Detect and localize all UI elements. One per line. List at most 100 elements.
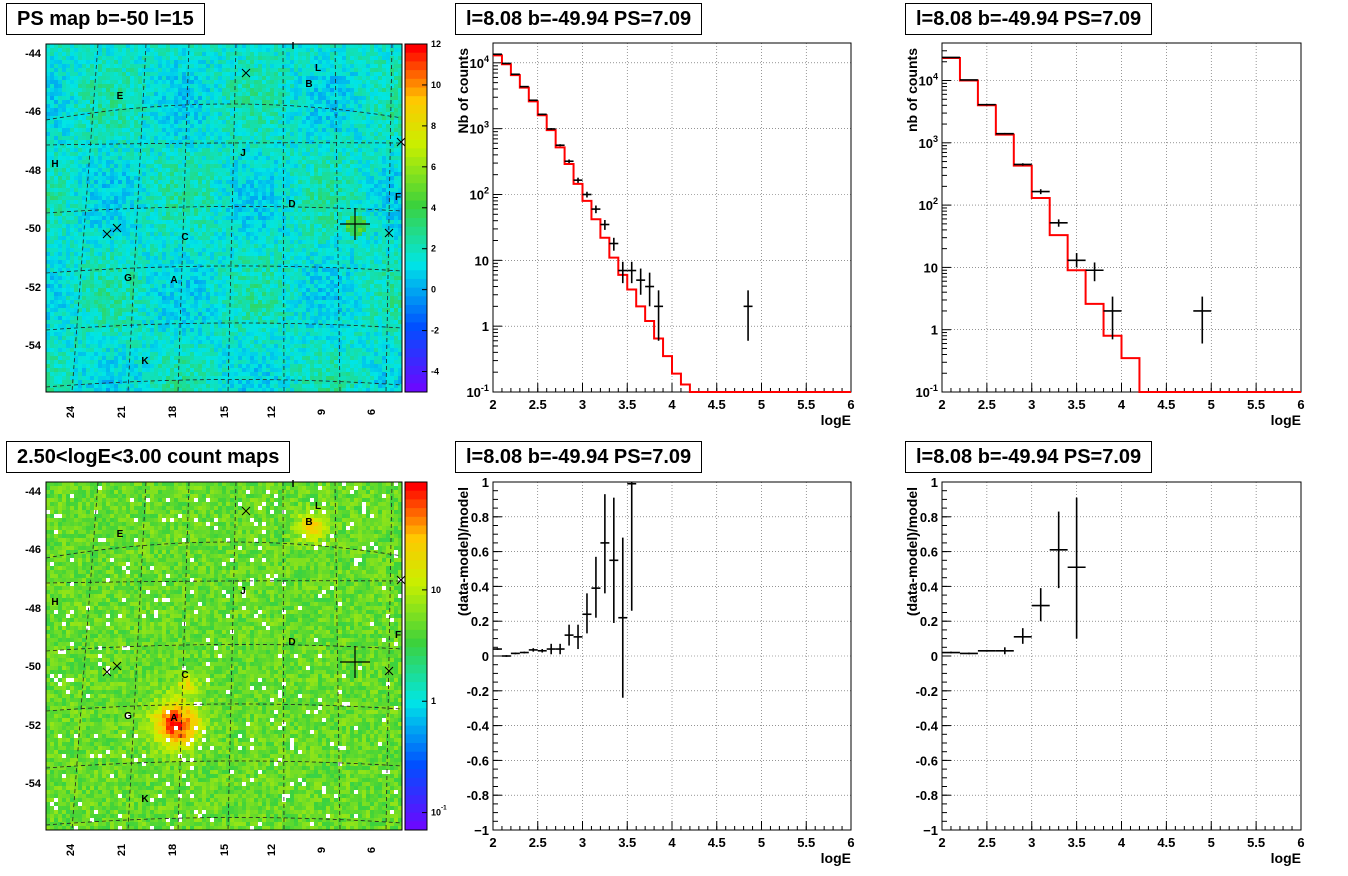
ps_map-colorbar-step: [405, 183, 427, 193]
res1-ytick-label: 1: [482, 475, 489, 490]
ps_map-x-marker: [112, 223, 122, 233]
spec2-data-point: [995, 132, 1014, 135]
ps_map-source-J: J: [240, 148, 246, 159]
spec2-ylabel: nb of counts: [904, 48, 920, 132]
residual-2-title: l=8.08 b=-49.94 PS=7.09: [905, 441, 1153, 473]
ps_map-colorbar-step: [405, 44, 427, 54]
res2-ytick-label: 0: [931, 649, 938, 664]
count_map-colorbar-step: [405, 542, 427, 553]
res2-data-point: [942, 651, 960, 654]
ps_map-colorbar-step: [405, 87, 427, 97]
ps_map-colorbar: 12 10 8 6 4 2 0 -2 -4: [404, 39, 441, 393]
count_map-colorbar-step: [405, 629, 427, 640]
count_map-colorbar-step: [405, 699, 427, 709]
res1-ytick-label: -0.4: [467, 719, 490, 734]
count_map-colorbar-step: [405, 647, 427, 657]
spec2-xtick-label: 4: [1118, 397, 1126, 412]
res1-data-point: [609, 497, 619, 623]
res1-xtick-label: 4: [668, 835, 676, 850]
res2-ytick-label: -0.6: [916, 753, 938, 768]
count_map-lat-line: [45, 817, 403, 826]
res2-panel: 2 2.5 3 3.5 4 4.5 5 5.5 6 1 0.8 0.6 0.4 0.2 0 -0.2 -0.4 -…: [904, 475, 1305, 866]
count_map-colorbar-step: [405, 490, 427, 500]
spec1-ytick-label: 1: [482, 319, 489, 334]
res2-ytick-label: -0.8: [916, 788, 938, 803]
spec2-data-point: [977, 103, 996, 106]
count_map-x-marker: [241, 506, 251, 516]
ps_map-colorbar-step: [405, 191, 427, 202]
count_map-colorbar-step: [405, 760, 427, 770]
ps_map-colorbar-label: 12: [431, 39, 441, 49]
ps_map-source-L: L: [315, 63, 321, 74]
spec1-data-point: [636, 268, 646, 295]
ps_map-source-H: H: [51, 159, 58, 170]
count_map-colorbar-step: [405, 569, 427, 579]
count_map-xtick-label: 12: [266, 844, 278, 856]
spec2-xlabel: logE: [1271, 412, 1301, 428]
count_map-colorbar-step: [405, 821, 427, 831]
spectrum-1-title: l=8.08 b=-49.94 PS=7.09: [455, 3, 703, 35]
res2-xtick-label: 5.5: [1247, 835, 1265, 850]
residual-1-title: l=8.08 b=-49.94 PS=7.09: [455, 441, 703, 473]
count_map-x-marker: [102, 667, 112, 677]
spec2-xtick-label: 2: [938, 397, 945, 412]
ps_map-colorbar-step: [405, 209, 427, 219]
count_map-source-F: F: [395, 630, 401, 641]
res2-xtick-label: 3: [1028, 835, 1035, 850]
ps_map-colorbar-step: [405, 270, 427, 280]
count_map-colorbar-step: [405, 534, 427, 544]
spec2-ytick-label: 103: [918, 134, 938, 151]
res1-data-point: [528, 648, 538, 652]
spec1-ylabel: Nb of counts: [455, 48, 471, 134]
ps_map-colorbar-step: [405, 96, 427, 106]
ps_map-colorbar-step: [405, 244, 427, 254]
count_map-target-marker: [340, 646, 370, 678]
res2-xtick-label: 2.5: [978, 835, 996, 850]
ps_map-source-A: A: [170, 275, 177, 286]
count_map-source-I: I: [292, 479, 295, 490]
res1-panel: 2 2.5 3 3.5 4 4.5 5 5.5 6 1 0.8 0.6 0.4 0.2 0 -0.2 -0.4 -…: [455, 475, 855, 866]
res1-ytick-label: -0.8: [467, 788, 489, 803]
count_map-colorbar-step: [405, 621, 427, 631]
spec1-data-point: [555, 144, 565, 147]
spec1-ytick-label: 10-1: [466, 383, 489, 400]
spec1-xtick-label: 6: [847, 397, 854, 412]
count_map-colorbar-step: [405, 638, 427, 648]
ps_map-xtick-label: 9: [316, 409, 328, 415]
ps_map-ytick-label: -44: [25, 48, 42, 60]
res1-ytick-label: −1: [474, 823, 489, 838]
count_map-lon-line: [282, 481, 285, 831]
count_map-colorbar-step: [405, 525, 427, 535]
count_map-xtick-label: 24: [65, 843, 77, 856]
count_map-colorbar-step: [405, 664, 427, 674]
res1-xtick-label: 4.5: [708, 835, 726, 850]
res2-data-point: [959, 652, 978, 655]
count_map-ytick-label: -44: [25, 486, 42, 498]
ps_map-source-G: G: [124, 273, 132, 284]
res2-grid: [941, 481, 1302, 831]
spec1-data-point: [627, 261, 637, 284]
ps_map-colorbar-step: [405, 296, 427, 306]
ps_map-ytick-label: -52: [25, 282, 41, 294]
ps_map-colorbar-step: [405, 252, 427, 262]
res2-ytick-label: 0.8: [920, 510, 938, 525]
ps_map-x-marker: [396, 137, 406, 147]
ps_map-colorbar-label: 6: [431, 162, 436, 172]
count_map-xtick-label: 18: [167, 844, 179, 856]
ps_map-colorbar-step: [405, 339, 427, 349]
count-map-title: 2.50<logE<3.00 count maps: [6, 441, 291, 473]
ps_map-source-I: I: [292, 41, 295, 52]
res1-xtick-label: 5.5: [797, 835, 815, 850]
ps_map-xtick-label: 12: [266, 406, 278, 418]
ps_map-colorbar-step: [405, 148, 427, 158]
res1-data-point: [519, 651, 529, 654]
ps_map-colorbar-step: [405, 287, 427, 297]
count_map-colorbar-label: 1: [431, 696, 436, 706]
res1-data-point: [501, 655, 511, 657]
count_map-colorbar-step: [405, 586, 427, 596]
spec2-xtick-label: 4.5: [1157, 397, 1175, 412]
res2-xtick-label: 5: [1208, 835, 1215, 850]
res2-xtick-label: 3.5: [1068, 835, 1086, 850]
ps_map-colorbar-step: [405, 61, 427, 71]
ps_map-xtick-label: 24: [65, 405, 77, 418]
